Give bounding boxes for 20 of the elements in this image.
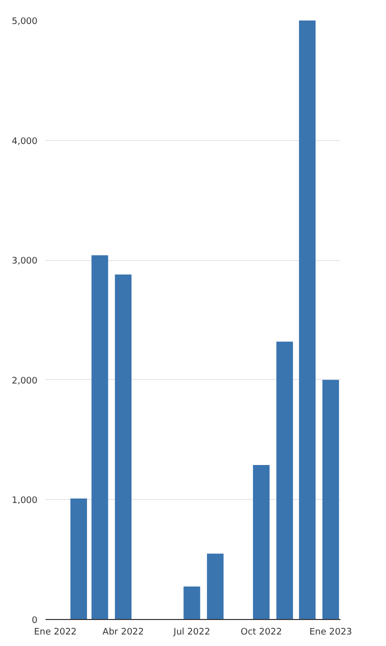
- y-tick-label: 0: [32, 616, 38, 626]
- y-tick-label: 3,000: [12, 256, 38, 267]
- x-tick-label: Ene 2022: [34, 628, 77, 638]
- bar: [322, 380, 339, 620]
- x-tick-label: Jul 2022: [172, 628, 210, 638]
- y-tick-label: 5,000: [12, 17, 38, 27]
- y-tick-label: 2,000: [12, 376, 38, 386]
- bar: [70, 498, 87, 620]
- x-tick-label: Oct 2022: [240, 628, 282, 638]
- y-tick-label: 4,000: [12, 136, 38, 147]
- x-tick-label: Ene 2023: [309, 628, 352, 638]
- x-tick-label: Abr 2022: [102, 628, 144, 638]
- bar: [299, 20, 316, 620]
- bar: [184, 586, 200, 620]
- bar: [252, 464, 270, 620]
- bar: [276, 342, 293, 620]
- bar: [206, 554, 224, 620]
- y-tick-label: 1,000: [12, 496, 38, 506]
- bar: [114, 274, 132, 620]
- bar: [92, 255, 108, 620]
